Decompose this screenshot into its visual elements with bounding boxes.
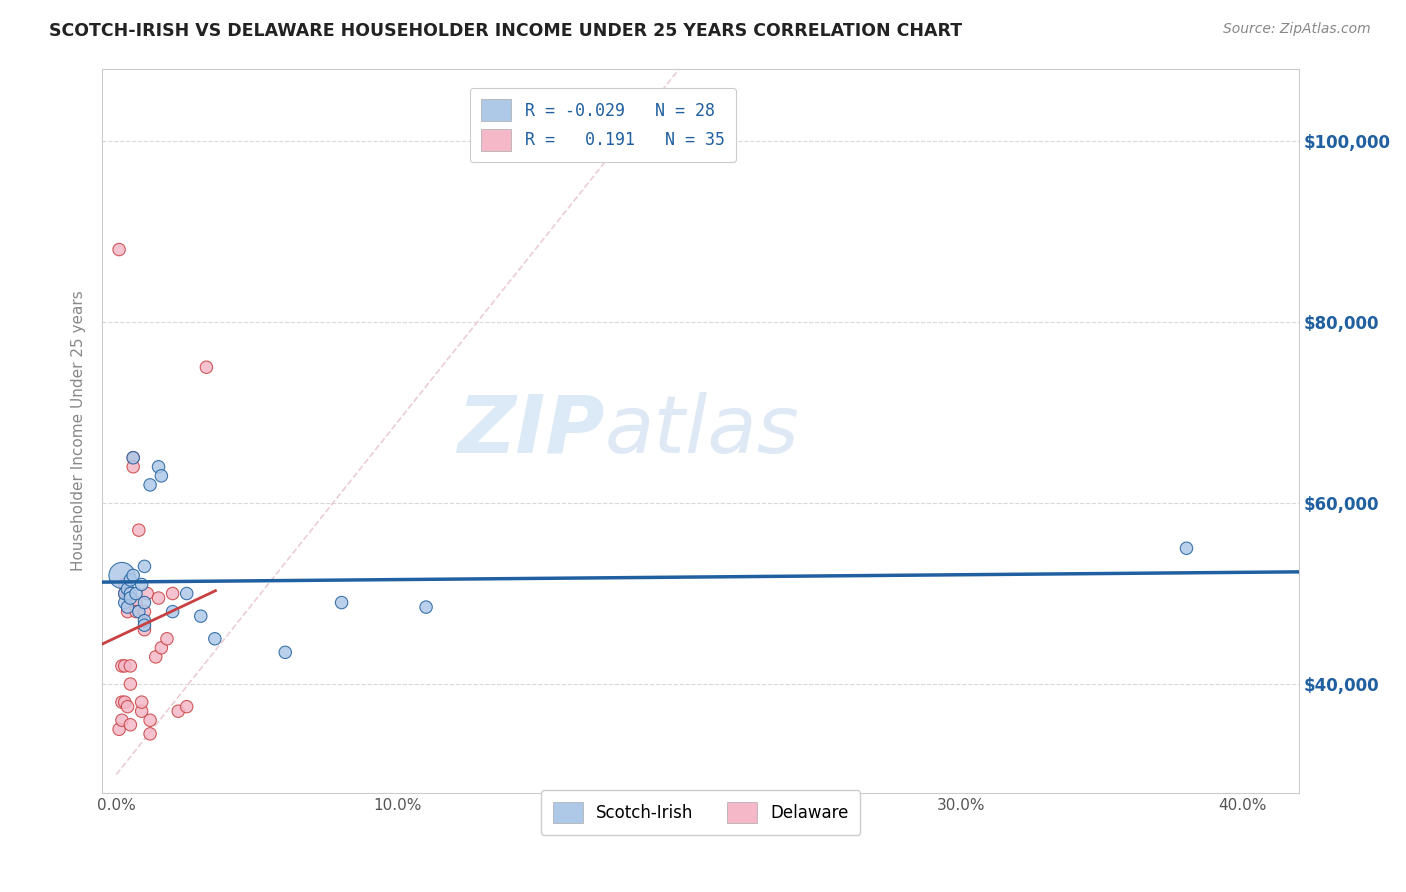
Point (150, 468, 173, 483)
Point (122, 450, 145, 465)
Point (136, 586, 159, 600)
Point (114, 586, 136, 600)
Point (117, 586, 139, 600)
Point (162, 605, 184, 619)
Point (120, 586, 142, 600)
Point (139, 478, 162, 492)
Point (117, 605, 139, 619)
Point (111, 659, 134, 673)
Point (108, 243, 131, 257)
Point (120, 718, 142, 732)
Point (204, 632, 226, 646)
Point (415, 600, 437, 615)
Point (274, 645, 297, 659)
Point (148, 459, 170, 474)
Point (120, 573, 142, 587)
Point (134, 618, 156, 632)
Point (134, 596, 156, 610)
Point (1175, 541, 1198, 556)
Point (114, 596, 136, 610)
Point (114, 659, 136, 673)
Point (108, 723, 131, 737)
Point (131, 695, 153, 709)
Point (120, 659, 142, 673)
Point (134, 605, 156, 619)
Point (114, 577, 136, 591)
Point (120, 677, 142, 691)
Point (134, 559, 156, 574)
Point (148, 591, 170, 605)
Point (117, 600, 139, 615)
Text: Source: ZipAtlas.com: Source: ZipAtlas.com (1223, 22, 1371, 37)
Point (125, 605, 148, 619)
Point (111, 695, 134, 709)
Point (117, 699, 139, 714)
Point (117, 582, 139, 596)
Point (128, 523, 150, 537)
Point (176, 586, 198, 600)
Point (114, 586, 136, 600)
Point (167, 704, 190, 718)
Y-axis label: Householder Income Under 25 years: Householder Income Under 25 years (72, 290, 86, 571)
Point (122, 450, 145, 465)
Point (120, 591, 142, 605)
Point (131, 577, 153, 591)
Point (134, 614, 156, 628)
Point (162, 586, 184, 600)
Point (156, 632, 179, 646)
Point (128, 605, 150, 619)
Point (134, 623, 156, 637)
Point (150, 640, 173, 655)
Legend: Scotch-Irish, Delaware: Scotch-Irish, Delaware (541, 790, 860, 835)
Point (111, 568, 134, 582)
Point (125, 586, 148, 600)
Point (122, 459, 145, 474)
Point (139, 713, 162, 727)
Point (176, 699, 198, 714)
Text: ZIP: ZIP (457, 392, 605, 469)
Point (114, 695, 136, 709)
Point (190, 609, 212, 624)
Point (131, 704, 153, 718)
Point (139, 727, 162, 741)
Text: SCOTCH-IRISH VS DELAWARE HOUSEHOLDER INCOME UNDER 25 YEARS CORRELATION CHART: SCOTCH-IRISH VS DELAWARE HOUSEHOLDER INC… (49, 22, 962, 40)
Point (111, 713, 134, 727)
Point (125, 596, 148, 610)
Point (122, 568, 145, 582)
Text: atlas: atlas (605, 392, 800, 469)
Point (330, 596, 353, 610)
Point (195, 360, 218, 375)
Point (145, 649, 167, 664)
